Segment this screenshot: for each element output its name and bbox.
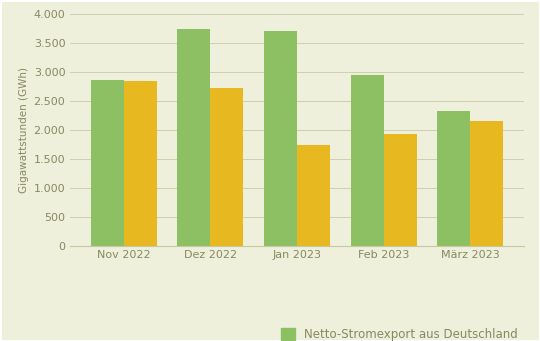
Bar bbox=[383, 134, 416, 246]
Bar bbox=[350, 74, 383, 246]
Bar bbox=[211, 88, 244, 246]
Bar bbox=[264, 31, 297, 246]
Bar bbox=[470, 121, 503, 246]
Bar bbox=[297, 145, 330, 246]
Y-axis label: Gigawattstunden (GWh): Gigawattstunden (GWh) bbox=[19, 66, 29, 193]
Legend: Netto-Stromexport aus Deutschland, Atomstromerzeugung: Netto-Stromexport aus Deutschland, Atoms… bbox=[281, 328, 518, 341]
Bar bbox=[437, 111, 470, 246]
Bar bbox=[91, 80, 124, 246]
Bar bbox=[178, 29, 211, 246]
Bar bbox=[124, 81, 157, 246]
